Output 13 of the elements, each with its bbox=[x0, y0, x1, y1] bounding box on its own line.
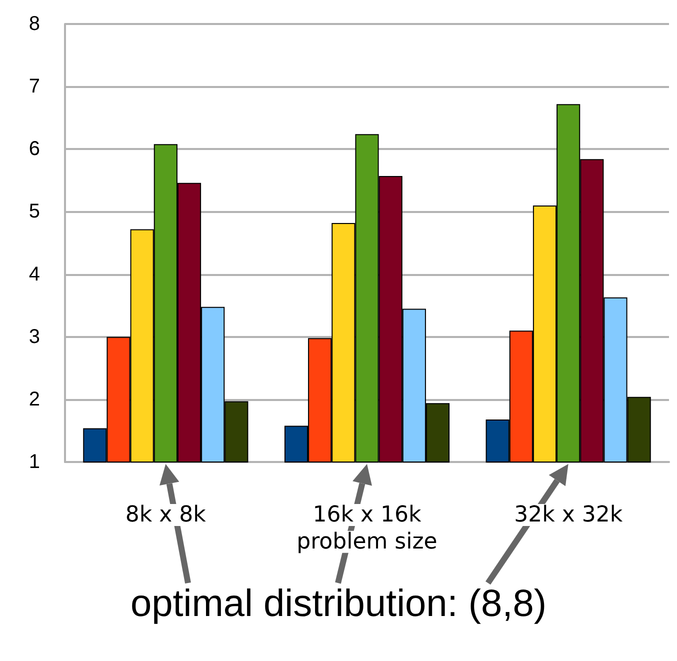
y-tick-label: 1 bbox=[28, 451, 40, 473]
y-tick-label: 2 bbox=[28, 388, 40, 410]
x-tick-label: 32k x 32k bbox=[514, 502, 623, 528]
y-tick-label: 6 bbox=[28, 138, 40, 160]
y-tick-label: 7 bbox=[28, 76, 40, 98]
x-tick-label: 8k x 8k bbox=[125, 502, 206, 528]
x-tick-label: 16k x 16k bbox=[312, 502, 422, 528]
y-tick-label: 8 bbox=[28, 13, 40, 35]
y-tick-label: 4 bbox=[28, 263, 40, 286]
y-tick-label: 3 bbox=[28, 326, 40, 348]
x-axis-title: problem size bbox=[296, 529, 438, 554]
text: optimal distribution: (8,8) bbox=[130, 583, 547, 625]
y-tick-label: 5 bbox=[28, 200, 40, 223]
